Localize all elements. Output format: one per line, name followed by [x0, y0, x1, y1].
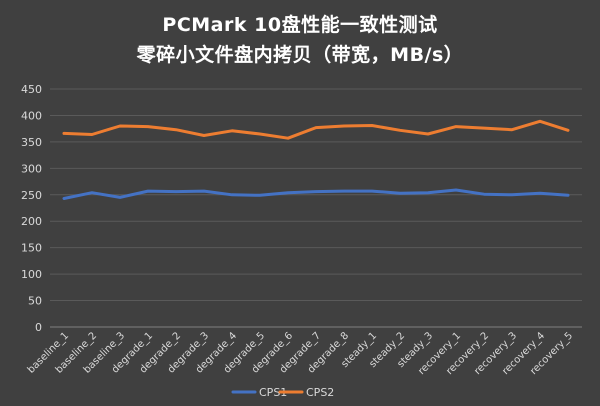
y-tick-label-250: 250 — [21, 189, 42, 202]
chart-title-line1: PCMark 10盘性能一致性测试 — [162, 14, 438, 36]
y-tick-label-100: 100 — [21, 268, 42, 281]
y-tick-label-50: 50 — [28, 295, 42, 308]
y-tick-label-350: 350 — [21, 136, 42, 149]
series-line-CPS1 — [62, 188, 570, 200]
y-tick-label-0: 0 — [35, 321, 42, 334]
y-tick-label-300: 300 — [21, 162, 42, 175]
y-tick-label-150: 150 — [21, 242, 42, 255]
legend-label-CPS2: CPS2 — [306, 386, 334, 399]
y-tick-label-400: 400 — [21, 109, 42, 122]
legend-label-CPS1: CPS1 — [259, 386, 287, 399]
series-line-CPS2 — [62, 119, 570, 140]
y-tick-label-200: 200 — [21, 215, 42, 228]
chart-title-line2: 零碎小文件盘内拷贝（带宽，MB/s） — [136, 44, 464, 66]
y-tick-label-450: 450 — [21, 83, 42, 96]
